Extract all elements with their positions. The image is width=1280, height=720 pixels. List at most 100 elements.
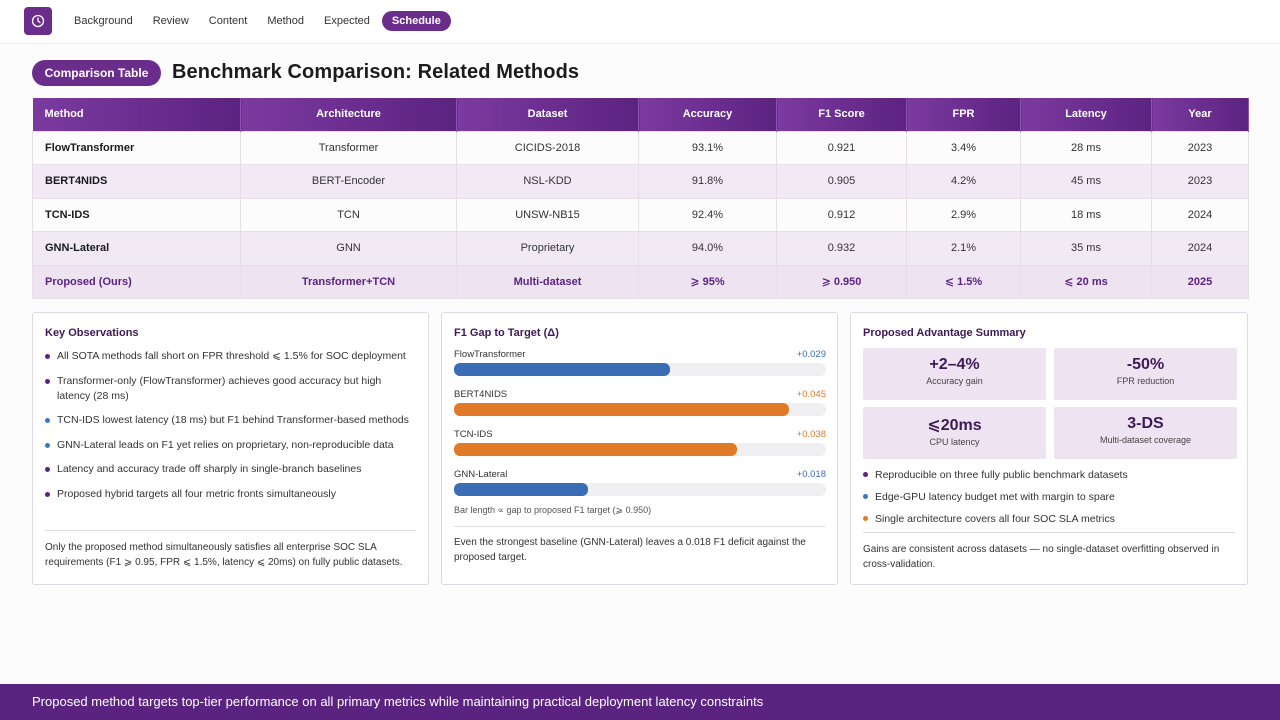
- table-cell: 4.2%: [906, 164, 1021, 199]
- table-cell: ⩽ 20 ms: [1020, 264, 1152, 299]
- bar-track: [454, 443, 826, 456]
- nav-tab-schedule[interactable]: Schedule: [381, 11, 451, 31]
- panel-footer-text: Gains are consistent across datasets — n…: [863, 544, 1220, 570]
- stat-box-fpr: -50% FPR reduction: [1054, 348, 1237, 400]
- table-cell: 28 ms: [1020, 130, 1152, 165]
- table-row: BERT4NIDS BERT-Encoder NSL-KDD 91.8% 0.9…: [32, 164, 1249, 199]
- bullet-dot: [45, 491, 50, 497]
- clock-icon: [31, 14, 45, 28]
- list-item-text: Latency and accuracy trade off sharply i…: [57, 463, 362, 475]
- table-cell: TCN: [240, 197, 457, 232]
- stat-value: -50%: [1126, 356, 1165, 373]
- bar-fill: [454, 483, 588, 496]
- nav-tab-review[interactable]: Review: [152, 15, 189, 27]
- table-cell: Proposed (Ours): [32, 264, 241, 299]
- divider: [454, 526, 825, 527]
- bullet-dot: [45, 418, 50, 423]
- nav-tab-background[interactable]: Background: [74, 15, 133, 27]
- bar-track: [454, 483, 826, 496]
- table-cell: Proprietary: [456, 231, 639, 266]
- list-item: All SOTA methods fall short on FPR thres…: [45, 349, 417, 364]
- column-header: Year: [1151, 98, 1249, 131]
- column-header: Dataset: [456, 98, 639, 131]
- bullet-dot: [45, 467, 50, 472]
- table-cell: Transformer: [240, 130, 457, 165]
- table-row: FlowTransformer Transformer CICIDS-2018 …: [32, 130, 1249, 165]
- table-cell: BERT4NIDS: [32, 164, 241, 199]
- bullet-dot: [863, 472, 868, 477]
- table-row: GNN-Lateral GNN Proprietary 94.0% 0.932 …: [32, 231, 1249, 266]
- table-cell: 2024: [1151, 197, 1249, 232]
- column-header: F1 Score: [776, 98, 907, 131]
- bullet-dot: [863, 516, 868, 521]
- panel-footer-text: Even the strongest baseline (GNN-Lateral…: [454, 537, 806, 563]
- bar-value: +0.045: [796, 389, 826, 400]
- column-header: Accuracy: [638, 98, 777, 131]
- table-cell: 2.9%: [906, 197, 1021, 232]
- bar-value: +0.029: [796, 349, 826, 360]
- list-item: Edge-GPU latency budget met with margin …: [863, 490, 1128, 505]
- table-cell: ⩾ 0.950: [776, 264, 907, 299]
- column-header: FPR: [906, 98, 1021, 131]
- table-cell: 0.912: [776, 197, 907, 232]
- top-nav-bar: Background Review Content Method Expecte…: [0, 0, 1280, 44]
- table-cell: GNN-Lateral: [32, 231, 241, 266]
- list-item: Proposed hybrid targets all four metric …: [45, 487, 417, 502]
- bullet-dot: [863, 494, 868, 499]
- list-item: Latency and accuracy trade off sharply i…: [45, 462, 417, 477]
- list-item: Reproducible on three fully public bench…: [863, 468, 1128, 483]
- bullet-dot: [45, 354, 50, 359]
- bar-label: BERT4NIDS: [454, 389, 508, 400]
- stat-box-latency: ⩽20ms CPU latency: [863, 407, 1046, 459]
- list-item: GNN-Lateral leads on F1 yet relies on pr…: [45, 438, 417, 453]
- list-item: Transformer-only (FlowTransformer) achie…: [45, 374, 417, 404]
- list-item-text: Single architecture covers all four SOC …: [875, 513, 1115, 525]
- nav-tabs: Background Review Content Method Expecte…: [66, 11, 455, 31]
- page-title: Benchmark Comparison: Related Methods: [172, 61, 580, 83]
- table-cell: CICIDS-2018: [456, 130, 639, 165]
- bullet-dot: [45, 442, 50, 448]
- table-cell: FlowTransformer: [32, 130, 241, 165]
- stat-label: CPU latency: [929, 437, 980, 447]
- bar-label: FlowTransformer: [454, 349, 526, 360]
- list-item-text: GNN-Lateral leads on F1 yet relies on pr…: [57, 438, 394, 451]
- table-cell: 45 ms: [1020, 164, 1152, 199]
- list-item-text: Reproducible on three fully public bench…: [875, 469, 1128, 481]
- panel-footer-text: Only the proposed method simultaneously …: [45, 542, 403, 568]
- table-cell: 2025: [1151, 264, 1249, 299]
- table-cell: ⩾ 95%: [638, 264, 777, 299]
- column-header: Architecture: [240, 98, 457, 131]
- divider: [863, 532, 1235, 533]
- key-observations-panel: Key Observations All SOTA methods fall s…: [32, 312, 429, 585]
- column-header: Method: [32, 98, 241, 131]
- table-cell: BERT-Encoder: [240, 164, 457, 199]
- list-item-text: TCN-IDS lowest latency (18 ms) but F1 be…: [57, 414, 409, 426]
- list-item-text: All SOTA methods fall short on FPR thres…: [57, 350, 406, 362]
- f1-gap-panel: F1 Gap to Target (Δ) FlowTransformer +0.…: [441, 312, 838, 585]
- stat-value: ⩽20ms: [927, 417, 982, 434]
- table-cell: 0.932: [776, 231, 907, 266]
- section-pill: Comparison Table: [32, 60, 161, 86]
- footer-banner: Proposed method targets top-tier perform…: [0, 684, 1280, 720]
- table-cell: 93.1%: [638, 130, 777, 165]
- table-cell: 2.1%: [906, 231, 1021, 266]
- panel-title: Key Observations: [45, 327, 139, 339]
- stat-label: Accuracy gain: [926, 376, 983, 386]
- stat-value: +2–4%: [929, 356, 980, 373]
- list-item-text: Edge-GPU latency budget met with margin …: [875, 491, 1115, 503]
- advantage-summary-panel: Proposed Advantage Summary +2–4% Accurac…: [850, 312, 1248, 585]
- nav-tab-content[interactable]: Content: [208, 15, 248, 27]
- bar-fill: [454, 363, 670, 376]
- nav-tab-expected[interactable]: Expected: [324, 15, 370, 27]
- list-item-text: Proposed hybrid targets all four metric …: [57, 487, 336, 500]
- bar-fill: [454, 443, 737, 456]
- table-cell: ⩽ 1.5%: [906, 264, 1021, 299]
- clock-icon-button[interactable]: [24, 7, 52, 35]
- panel-title: Proposed Advantage Summary: [863, 327, 1026, 339]
- table-cell: Multi-dataset: [456, 264, 639, 299]
- bar-label: GNN-Lateral: [454, 469, 508, 480]
- nav-tab-method[interactable]: Method: [267, 15, 305, 27]
- bar-track: [454, 363, 826, 376]
- table-cell: TCN-IDS: [32, 197, 241, 232]
- table-cell: 3.4%: [906, 130, 1021, 165]
